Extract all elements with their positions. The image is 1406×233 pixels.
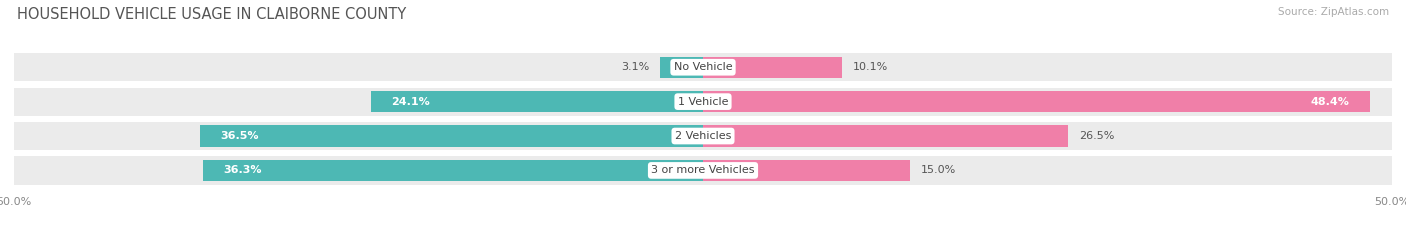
Text: 15.0%: 15.0% xyxy=(921,165,956,175)
Bar xyxy=(14,53,1392,81)
Bar xyxy=(202,160,703,181)
Text: 3.1%: 3.1% xyxy=(621,62,650,72)
Bar xyxy=(661,57,703,78)
Text: 36.3%: 36.3% xyxy=(224,165,262,175)
Bar xyxy=(703,57,842,78)
Text: 1 Vehicle: 1 Vehicle xyxy=(678,97,728,107)
Text: 26.5%: 26.5% xyxy=(1080,131,1115,141)
Text: 3 or more Vehicles: 3 or more Vehicles xyxy=(651,165,755,175)
Text: 24.1%: 24.1% xyxy=(392,97,430,107)
Bar xyxy=(200,125,703,147)
Bar xyxy=(703,91,1369,112)
Text: 2 Vehicles: 2 Vehicles xyxy=(675,131,731,141)
Bar xyxy=(14,156,1392,185)
Text: 48.4%: 48.4% xyxy=(1310,97,1350,107)
Text: 36.5%: 36.5% xyxy=(221,131,259,141)
Text: Source: ZipAtlas.com: Source: ZipAtlas.com xyxy=(1278,7,1389,17)
Bar xyxy=(14,122,1392,150)
Bar xyxy=(703,125,1069,147)
Bar xyxy=(14,88,1392,116)
Bar xyxy=(703,160,910,181)
Text: HOUSEHOLD VEHICLE USAGE IN CLAIBORNE COUNTY: HOUSEHOLD VEHICLE USAGE IN CLAIBORNE COU… xyxy=(17,7,406,22)
Bar xyxy=(371,91,703,112)
Text: No Vehicle: No Vehicle xyxy=(673,62,733,72)
Text: 10.1%: 10.1% xyxy=(853,62,889,72)
